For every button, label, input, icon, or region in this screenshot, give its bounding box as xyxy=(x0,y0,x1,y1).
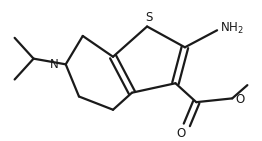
Text: O: O xyxy=(177,127,186,140)
Text: S: S xyxy=(145,11,153,24)
Text: NH$_2$: NH$_2$ xyxy=(220,21,244,36)
Text: N: N xyxy=(50,58,59,71)
Text: O: O xyxy=(235,93,244,106)
